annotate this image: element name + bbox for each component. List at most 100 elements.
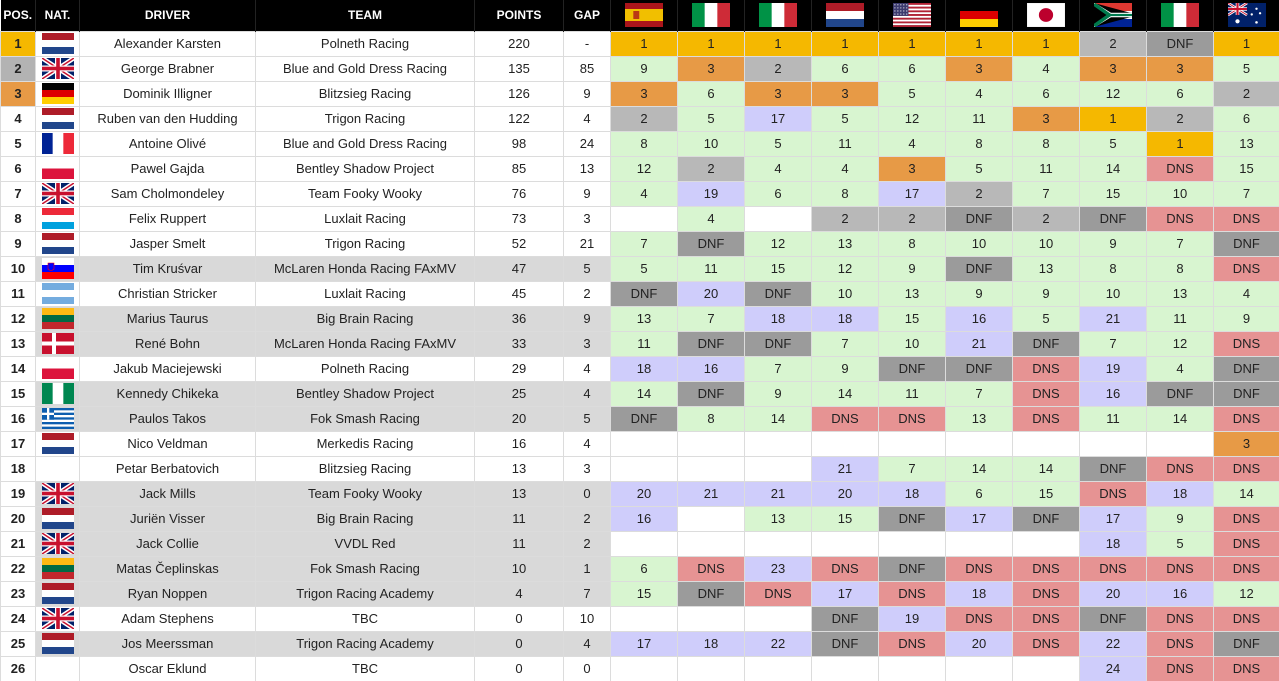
table-row[interactable]: 12 Marius Taurus Big Brain Racing 36 9 13 7 18 1… xyxy=(0,305,1279,332)
table-row[interactable]: 14 Jakub Maciejewski Polneth Racing 29 4 18 16… xyxy=(0,355,1279,382)
table-row[interactable]: 7 Sam Cholmondeley Team Fooky Wooky 76 9 4 19… xyxy=(0,180,1279,207)
table-row[interactable]: 22 Matas Čeplinskas Fok Smash Racing 10 1 6 DN… xyxy=(0,555,1279,582)
lithuania-flag-icon xyxy=(41,308,74,329)
header-driver[interactable]: DRIVER xyxy=(79,0,256,31)
race-result-cell: DNF xyxy=(945,205,1013,232)
table-row[interactable]: 20 Juriën Visser Big Brain Racing 11 2 16 13 15… xyxy=(0,505,1279,532)
driver-name-cell[interactable]: Oscar Eklund xyxy=(79,655,256,681)
position-cell: 1 xyxy=(0,30,36,57)
driver-name-cell[interactable]: Kennedy Chikeka xyxy=(79,380,256,407)
table-row[interactable]: 11 Christian Stricker Luxlait Racing 45 2 DNF… xyxy=(0,280,1279,307)
table-row[interactable]: 3 Dominik Illigner Blitzsieg Racing 126 9 3 6 3… xyxy=(0,80,1279,107)
gap-cell: 4 xyxy=(563,630,611,657)
driver-name-cell[interactable]: Ryan Noppen xyxy=(79,580,256,607)
driver-name-cell[interactable]: Tim Kruśvar xyxy=(79,255,256,282)
argentina-flag-icon xyxy=(41,283,74,304)
points-cell: 47 xyxy=(474,255,564,282)
header-race-8[interactable] xyxy=(1079,0,1147,31)
driver-name-cell[interactable]: Petar Berbatovich xyxy=(79,455,256,482)
table-row[interactable]: 4 Ruben van den Hudding Trigon Racing 122 4 2… xyxy=(0,105,1279,132)
table-row[interactable]: 6 Pawel Gajda Bentley Shadow Project 85 13 12… xyxy=(0,155,1279,182)
position-cell: 6 xyxy=(0,155,36,182)
driver-name-cell[interactable]: Dominik Illigner xyxy=(79,80,256,107)
driver-name-cell[interactable]: René Bohn xyxy=(79,330,256,357)
race-result-cell: 2 xyxy=(610,105,678,132)
header-team[interactable]: TEAM xyxy=(255,0,475,31)
points-cell: 33 xyxy=(474,330,564,357)
header-race-4[interactable] xyxy=(811,0,879,31)
header-race-10[interactable] xyxy=(1213,0,1279,31)
driver-name-cell[interactable]: Christian Stricker xyxy=(79,280,256,307)
nationality-cell xyxy=(35,55,80,82)
header-race-3[interactable] xyxy=(744,0,812,31)
table-row[interactable]: 10 Tim Kruśvar McLaren Honda Racing FAxMV 4… xyxy=(0,255,1279,282)
table-row[interactable]: 24 Adam Stephens TBC 0 10 DNF 19 DNS DNS DNF DNS D… xyxy=(0,605,1279,632)
driver-name-cell[interactable]: Matas Čeplinskas xyxy=(79,555,256,582)
header-pos[interactable]: POS. xyxy=(0,0,36,31)
luxembourg-flag-icon xyxy=(41,208,74,229)
table-row[interactable]: 25 Jos Meerssman Trigon Racing Academy 0 4 17… xyxy=(0,630,1279,657)
race-result-cell: DNS xyxy=(1146,630,1214,657)
driver-name-cell[interactable]: Nico Veldman xyxy=(79,430,256,457)
table-row[interactable]: 9 Jasper Smelt Trigon Racing 52 21 7 DNF 12 13 8 1… xyxy=(0,230,1279,257)
table-row[interactable]: 19 Jack Mills Team Fooky Wooky 13 0 20 21 21 20… xyxy=(0,480,1279,507)
table-row[interactable]: 16 Paulos Takos Fok Smash Racing 20 5 DNF 8 14 D… xyxy=(0,405,1279,432)
driver-name-cell[interactable]: Jasper Smelt xyxy=(79,230,256,257)
driver-name-cell[interactable]: Pawel Gajda xyxy=(79,155,256,182)
driver-name-cell[interactable]: Jack Collie xyxy=(79,530,256,557)
table-row[interactable]: 13 René Bohn McLaren Honda Racing FAxMV 33 3… xyxy=(0,330,1279,357)
driver-name-cell[interactable]: Paulos Takos xyxy=(79,405,256,432)
table-row[interactable]: 26 Oscar Eklund TBC 0 0 24 DNS DNS xyxy=(0,655,1279,681)
race-result-cell xyxy=(610,205,678,232)
driver-name-cell[interactable]: Jack Mills xyxy=(79,480,256,507)
race-result-cell: 17 xyxy=(945,505,1013,532)
points-cell: 73 xyxy=(474,205,564,232)
header-race-9[interactable] xyxy=(1146,0,1214,31)
position-cell: 14 xyxy=(0,355,36,382)
team-name-cell: Bentley Shadow Project xyxy=(255,380,475,407)
header-race-6[interactable] xyxy=(945,0,1013,31)
driver-name-cell[interactable]: Marius Taurus xyxy=(79,305,256,332)
table-row[interactable]: 17 Nico Veldman Merkedis Racing 16 4 3 xyxy=(0,430,1279,457)
germany-flag-icon xyxy=(960,3,998,28)
race-result-cell: 19 xyxy=(1079,355,1147,382)
table-row[interactable]: 5 Antoine Olivé Blue and Gold Dress Racing… xyxy=(0,130,1279,157)
driver-name-cell[interactable]: Jos Meerssman xyxy=(79,630,256,657)
driver-name-cell[interactable]: Antoine Olivé xyxy=(79,130,256,157)
race-result-cell: DNS xyxy=(1012,355,1080,382)
team-name-cell: Blitzsieg Racing xyxy=(255,455,475,482)
header-race-7[interactable] xyxy=(1012,0,1080,31)
table-row[interactable]: 15 Kennedy Chikeka Bentley Shadow Project 2… xyxy=(0,380,1279,407)
header-race-5[interactable] xyxy=(878,0,946,31)
race-result-cell: 1 xyxy=(878,30,946,57)
driver-name-cell[interactable]: Ruben van den Hudding xyxy=(79,105,256,132)
race-result-cell: DNS xyxy=(878,580,946,607)
driver-name-cell[interactable]: Juriën Visser xyxy=(79,505,256,532)
driver-name-cell[interactable]: Felix Ruppert xyxy=(79,205,256,232)
header-gap[interactable]: GAP xyxy=(563,0,611,31)
header-points[interactable]: POINTS xyxy=(474,0,564,31)
race-result-cell: 10 xyxy=(945,230,1013,257)
race-result-cell: DNS xyxy=(1213,205,1279,232)
race-result-cell: 21 xyxy=(677,480,745,507)
points-cell: 11 xyxy=(474,505,564,532)
driver-name-cell[interactable]: Sam Cholmondeley xyxy=(79,180,256,207)
driver-name-cell[interactable]: Adam Stephens xyxy=(79,605,256,632)
lithuania-flag-icon xyxy=(41,558,74,579)
table-row[interactable]: 18 Petar Berbatovich Blitzsieg Racing 13 3 21… xyxy=(0,455,1279,482)
header-race-2[interactable] xyxy=(677,0,745,31)
table-row[interactable]: 2 George Brabner Blue and Gold Dress Raci… xyxy=(0,55,1279,82)
race-result-cell: 2 xyxy=(677,155,745,182)
driver-name-cell[interactable]: Jakub Maciejewski xyxy=(79,355,256,382)
table-row[interactable]: 21 Jack Collie VVDL Red 11 2 18 5 DNS xyxy=(0,530,1279,557)
driver-name-cell[interactable]: Alexander Karsten xyxy=(79,30,256,57)
race-result-cell: DNF xyxy=(677,230,745,257)
header-nat[interactable]: NAT. xyxy=(35,0,80,31)
race-result-cell xyxy=(811,530,879,557)
driver-name-cell[interactable]: George Brabner xyxy=(79,55,256,82)
table-row[interactable]: 1 Alexander Karsten Polneth Racing 220-1 1 1 1… xyxy=(0,30,1279,57)
header-race-1[interactable] xyxy=(610,0,678,31)
table-row[interactable]: 23 Ryan Noppen Trigon Racing Academy 4 7 15 DN… xyxy=(0,580,1279,607)
table-row[interactable]: 8 Felix Ruppert Luxlait Racing 73 3 4 2 2 DNF 2 DN… xyxy=(0,205,1279,232)
